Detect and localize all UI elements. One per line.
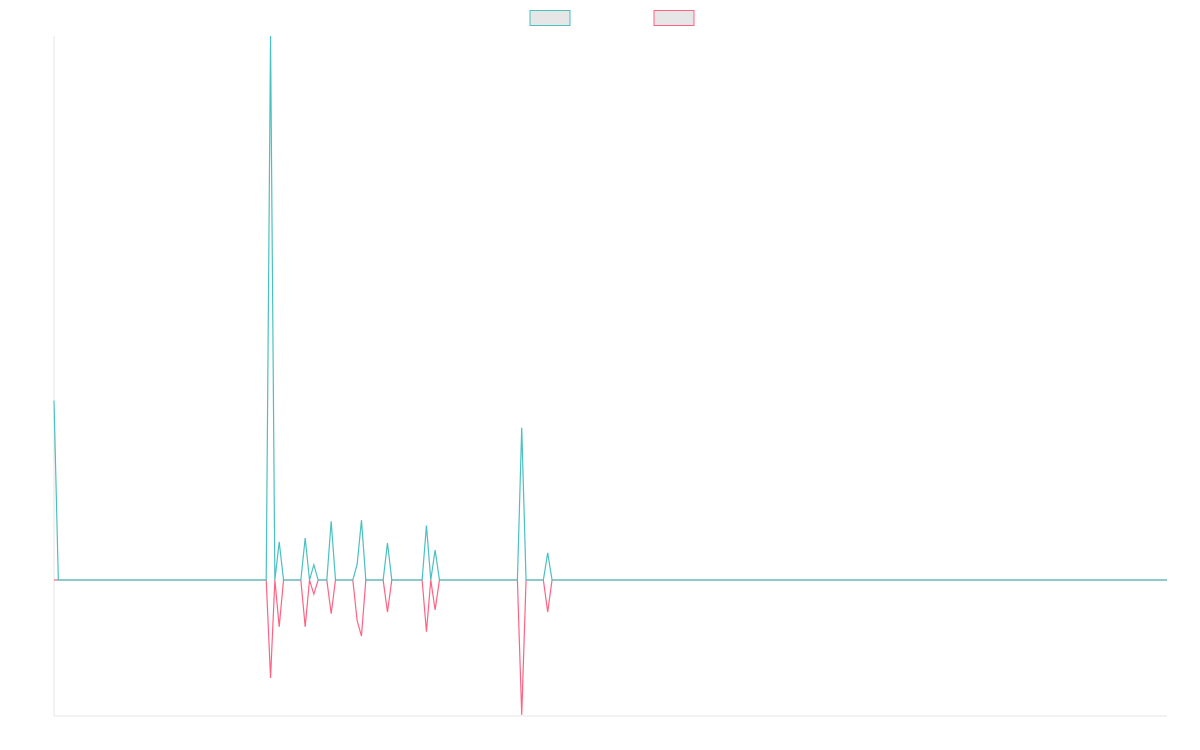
- series-line: [54, 579, 1167, 715]
- legend-swatch[interactable]: [529, 10, 571, 26]
- series-line: [53, 35, 1167, 581]
- legend-swatch[interactable]: [653, 10, 695, 26]
